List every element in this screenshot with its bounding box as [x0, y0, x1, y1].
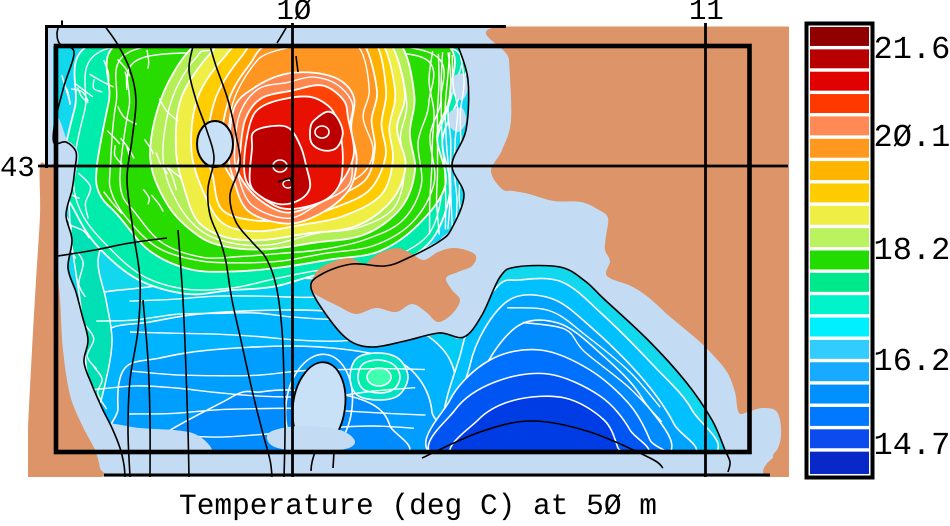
- svg-text:2Ø.1: 2Ø.1: [874, 119, 950, 156]
- svg-text:21.6: 21.6: [874, 31, 950, 68]
- svg-text:1Ø: 1Ø: [277, 0, 312, 28]
- svg-text:14.7: 14.7: [874, 427, 950, 464]
- svg-text:Temperature (deg C) at 5Ø m: Temperature (deg C) at 5Ø m: [179, 489, 657, 523]
- svg-text:11: 11: [689, 0, 724, 28]
- svg-text:16.2: 16.2: [874, 343, 950, 380]
- svg-text:43: 43: [0, 152, 35, 185]
- svg-text:18.2: 18.2: [874, 232, 950, 269]
